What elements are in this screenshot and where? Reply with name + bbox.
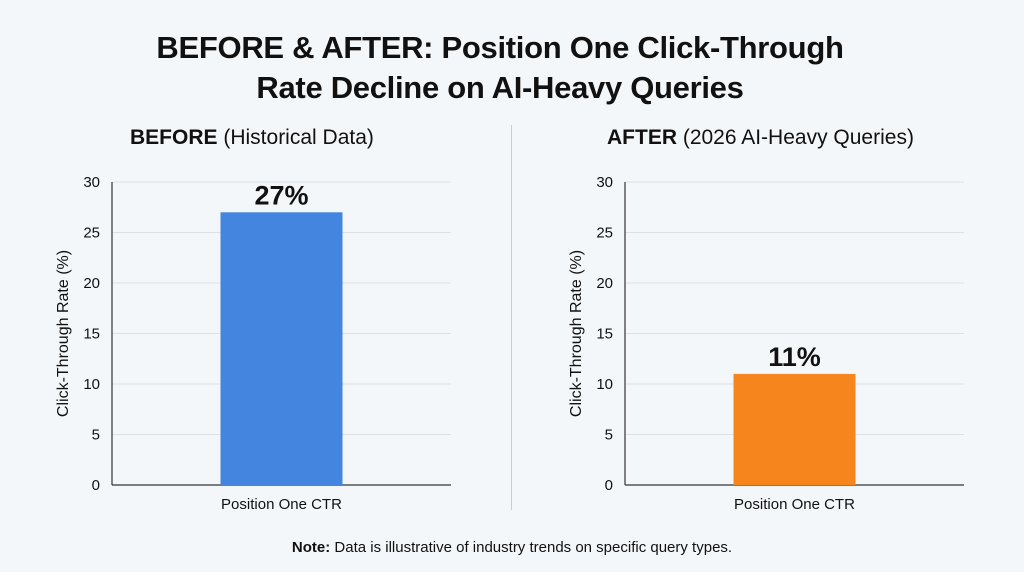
before-ytick-label: 15 xyxy=(83,326,100,343)
before-ytick-label: 25 xyxy=(83,225,100,242)
before-y-axis-label: Click-Through Rate (%) xyxy=(55,250,72,417)
after-ytick-label: 10 xyxy=(596,376,613,393)
panel-divider xyxy=(511,125,512,510)
before-chart: 0 5 10 15 20 25 30 Click-Through Rate (%) 27% Pos… xyxy=(55,174,451,513)
after-ytick-label: 0 xyxy=(605,477,613,494)
after-panel-title: AFTER (2026 AI-Heavy Queries) xyxy=(607,126,914,150)
before-ytick-label: 5 xyxy=(92,427,100,444)
chart-title-line-1: BEFORE & AFTER: Position One Click-Throu… xyxy=(156,30,844,65)
chart-title: BEFORE & AFTER: Position One Click-Throu… xyxy=(0,28,1000,108)
before-ytick-label: 10 xyxy=(83,376,100,393)
after-panel-title-rest: (2026 AI-Heavy Queries) xyxy=(677,126,914,149)
before-data-label: 27% xyxy=(254,180,308,210)
after-ytick-label: 25 xyxy=(596,225,613,242)
before-category-label: Position One CTR xyxy=(221,496,342,513)
footnote-text: Data is illustrative of industry trends … xyxy=(330,539,733,556)
before-panel-title-rest: (Historical Data) xyxy=(217,126,374,149)
footnote-label: Note: xyxy=(291,539,331,556)
after-ytick-label: 30 xyxy=(596,174,613,191)
after-y-axis-label: Click-Through Rate (%) xyxy=(568,250,585,417)
before-panel-title-bold: BEFORE xyxy=(130,126,218,149)
footnote: Note: Data is illustrative of industry t… xyxy=(0,539,1024,556)
before-ytick-label: 30 xyxy=(83,174,100,191)
before-bar xyxy=(220,212,343,486)
after-data-label: 11% xyxy=(768,342,821,372)
before-ytick-label: 0 xyxy=(92,477,100,494)
after-ytick-label: 5 xyxy=(605,427,613,444)
before-panel-title: BEFORE (Historical Data) xyxy=(130,126,374,150)
before-ytick-label: 20 xyxy=(83,275,100,292)
after-ytick-label: 20 xyxy=(596,275,613,292)
after-bar xyxy=(733,373,856,485)
chart-title-line-2: Rate Decline on AI-Heavy Queries xyxy=(256,70,744,105)
after-category-label: Position One CTR xyxy=(734,496,855,513)
after-ytick-label: 15 xyxy=(596,326,613,343)
after-panel-title-bold: AFTER xyxy=(607,126,677,149)
